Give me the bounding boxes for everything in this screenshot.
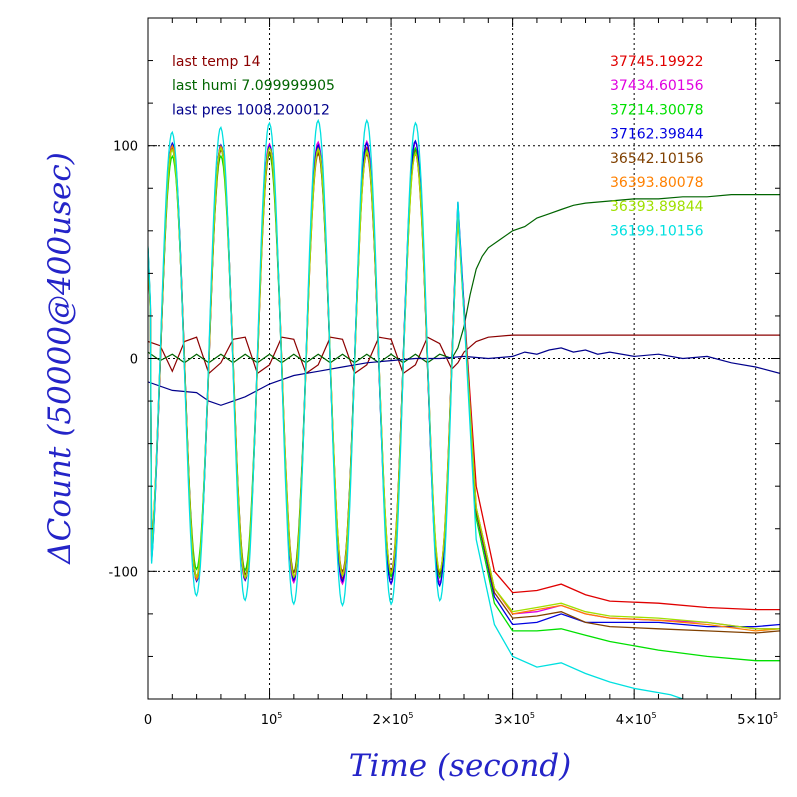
x-tick-label: 5×105 (737, 711, 778, 728)
series-line (148, 118, 684, 699)
axis-ticks: 0 105 2×105 3×105 4×105 5×105 100 0 -100 (108, 18, 780, 728)
y-tick-label: 0 (130, 353, 138, 368)
annotation-text: last pres 1008.200012 (172, 102, 330, 118)
legend-entry: 36393.89844 (610, 199, 704, 215)
x-tick-label: 3×105 (494, 711, 535, 728)
legend-entry: 37434.60156 (610, 78, 704, 94)
grid (148, 18, 780, 699)
env-line-pres (148, 347, 780, 406)
annotations: last temp 14 last humi 7.099999905 last pr… (172, 54, 335, 118)
legend-entry: 36199.10156 (610, 223, 704, 239)
x-tick-label: 2×105 (373, 711, 414, 728)
legend-entry: 36542.10156 (610, 151, 704, 167)
y-tick-label: 100 (113, 140, 138, 155)
legend-entry: 36393.80078 (610, 175, 704, 191)
x-tick-label: 0 (144, 713, 152, 728)
x-tick-label: 105 (261, 711, 283, 728)
x-axis-title: Time (second) (349, 748, 571, 784)
legend-entry: 37214.30078 (610, 102, 704, 118)
annotation-text: last temp 14 (172, 54, 261, 70)
legend: 37745.19922 37434.60156 37214.30078 37162.3… (610, 54, 704, 239)
y-tick-label: -100 (108, 565, 138, 580)
legend-entry: 37162.39844 (610, 127, 704, 143)
legend-entry: 37745.19922 (610, 54, 704, 70)
x-tick-label: 4×105 (616, 711, 657, 728)
annotation-text: last humi 7.099999905 (172, 78, 335, 94)
series-lines (148, 118, 780, 699)
y-axis-title: ΔCount (50000@400usec) (42, 152, 78, 565)
